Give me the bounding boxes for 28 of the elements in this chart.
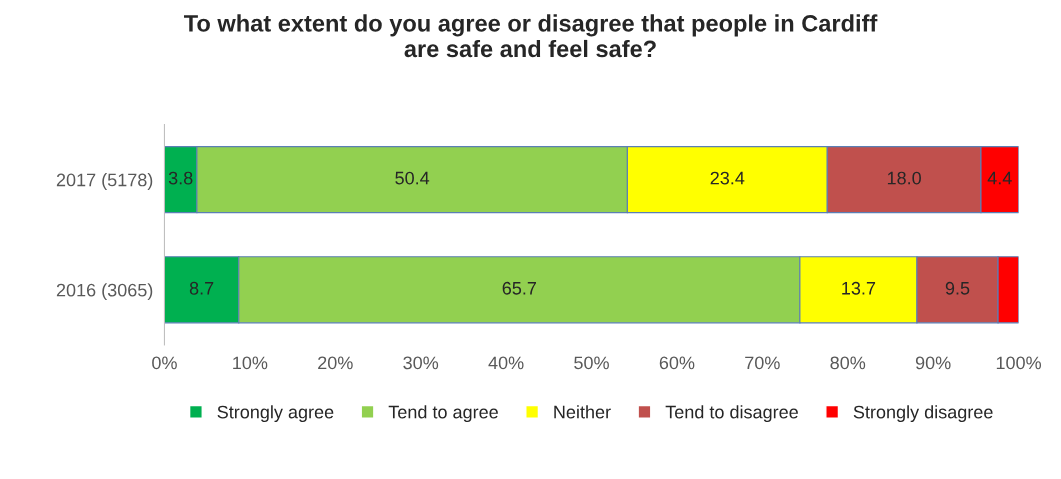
- y-tick-label: 2017 (5178): [56, 173, 153, 190]
- data-label: 9.5: [945, 281, 970, 295]
- x-tick-label: 90%: [915, 356, 951, 370]
- data-label: 13.7: [842, 281, 876, 295]
- x-tick-label: 30%: [403, 356, 439, 370]
- x-tick-label: 80%: [830, 356, 866, 370]
- x-tick-label: 60%: [659, 356, 695, 370]
- x-tick-label: 50%: [574, 356, 609, 370]
- data-label: 23.4: [710, 171, 745, 185]
- legend-label: Tend to agree: [388, 405, 498, 423]
- legend-label: Strongly disagree: [853, 405, 993, 423]
- legend-label: Tend to disagree: [665, 405, 798, 423]
- y-tick-label: 2016 (3065): [56, 283, 153, 301]
- x-tick-label: 70%: [745, 356, 780, 370]
- legend-label: Neither: [554, 405, 611, 419]
- data-label: 4.4: [987, 171, 1012, 185]
- x-tick-label: 20%: [318, 356, 353, 370]
- x-tick-label: 40%: [488, 356, 524, 370]
- data-label: 50.4: [395, 171, 430, 185]
- x-tick-label: 100%: [996, 356, 1042, 370]
- x-tick-label: 10%: [233, 356, 268, 370]
- data-label: 8.7: [189, 281, 214, 295]
- data-label: 3.8: [168, 171, 193, 185]
- data-label: 18.0: [887, 171, 921, 185]
- legend-label: Strongly agree: [217, 405, 334, 423]
- data-label: 65.7: [502, 281, 536, 295]
- chart-title: To what extent do you agree or disagree that people in Cardiff are safe and feel safe?: [184, 14, 878, 58]
- x-tick-label: 0%: [152, 356, 177, 370]
